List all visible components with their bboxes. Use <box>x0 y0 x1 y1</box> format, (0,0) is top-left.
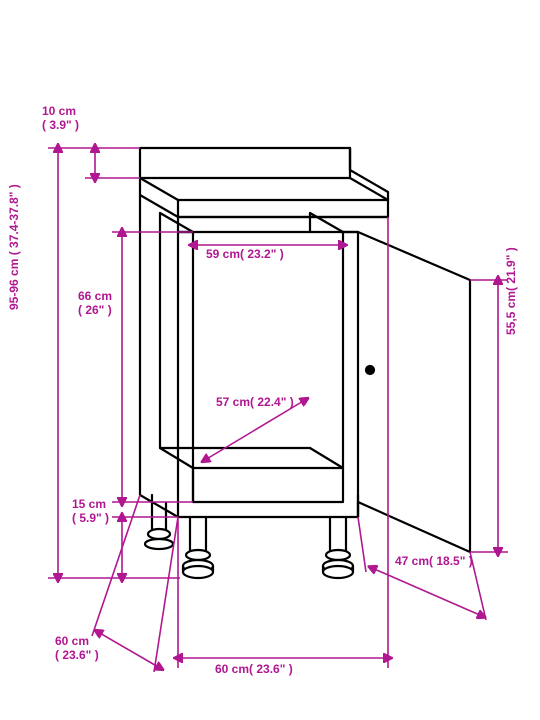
dim-leg-h: 15 cm ( 5.9" ) <box>72 498 109 526</box>
dim-door-h: 55,5 cm( 21.9" ) <box>505 247 519 335</box>
dim-door-w: 47 cm( 18.5" ) <box>395 555 473 569</box>
dim-door-opening-h: 66 cm ( 26" ) <box>78 290 112 318</box>
cabinet-outline <box>140 148 470 578</box>
dim-width: 60 cm( 23.6" ) <box>215 663 293 677</box>
dim-depth: 60 cm ( 23.6" ) <box>55 635 99 663</box>
dim-total-h: 95-96 cm ( 37.4-37.8" ) <box>8 184 22 310</box>
dimension-lines <box>48 148 508 672</box>
dim-backsplash-h: 10 cm ( 3.9" ) <box>42 105 79 133</box>
dim-inner-d: 57 cm( 22.4" ) <box>216 396 294 410</box>
dim-inner-w: 59 cm( 23.2" ) <box>206 248 284 262</box>
